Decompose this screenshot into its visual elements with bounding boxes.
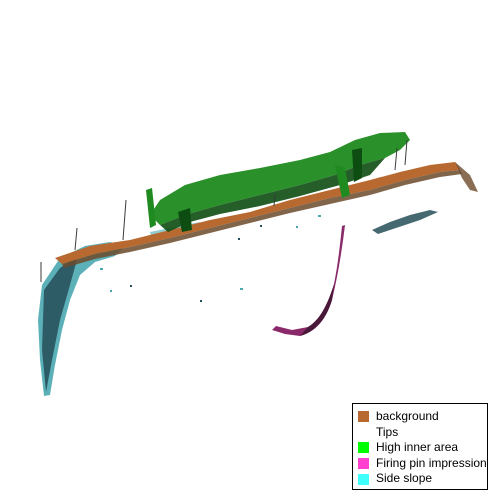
background-right-tail (455, 162, 478, 192)
legend-swatch-high-inner-area (358, 442, 369, 454)
firing-pin-arc (272, 225, 345, 336)
debris-point (200, 300, 202, 302)
spike (404, 139, 408, 166)
high-inner-drip-3 (178, 208, 192, 232)
legend-label: High inner area (376, 440, 459, 455)
side-slope-right-fragment (372, 210, 438, 234)
legend: background Tips High inner area Firing p… (352, 403, 488, 490)
background-band (55, 162, 460, 264)
legend-swatch-background (358, 411, 369, 423)
legend-label: background (376, 409, 439, 423)
side-slope-shadow (42, 256, 78, 392)
legend-swatch-firing-pin-impression (358, 458, 369, 470)
high-inner-drip-2 (352, 148, 362, 182)
debris-point (130, 285, 132, 287)
debris-point (296, 226, 298, 228)
high-inner-drip-1 (335, 165, 350, 198)
legend-label: Side slope (376, 471, 433, 486)
scattered-debris (100, 215, 321, 302)
legend-item-background: background (358, 409, 487, 425)
debris-point (240, 288, 243, 290)
legend-swatch-side-slope (358, 473, 369, 485)
high-inner-surface (150, 132, 410, 225)
spike (122, 199, 127, 241)
high-inner-left-wall (146, 188, 156, 228)
spike (273, 193, 276, 207)
legend-label: Firing pin impression (376, 455, 487, 470)
background-band-edge (62, 170, 462, 268)
debris-point (318, 215, 321, 217)
surface-spikes (40, 139, 408, 282)
legend-item-firing-pin-impression: Firing pin impression (358, 456, 487, 472)
debris-point (110, 290, 112, 292)
legend-swatch-tips (358, 426, 369, 438)
side-slope-region (38, 210, 438, 396)
high-inner-shadow (160, 158, 385, 232)
spike (394, 147, 398, 171)
firing-pin-arc-shadow (300, 284, 334, 336)
debris-point (238, 238, 240, 240)
legend-item-high-inner-area: High inner area (358, 440, 487, 456)
high-inner-area-region (146, 132, 410, 232)
spike (74, 227, 78, 251)
debris-point (260, 225, 262, 227)
debris-point (100, 268, 103, 270)
legend-item-side-slope: Side slope (358, 471, 487, 487)
background-region (55, 162, 478, 268)
legend-item-tips: Tips (358, 425, 487, 441)
firing-pin-region (272, 225, 345, 336)
legend-label: Tips (376, 424, 399, 439)
